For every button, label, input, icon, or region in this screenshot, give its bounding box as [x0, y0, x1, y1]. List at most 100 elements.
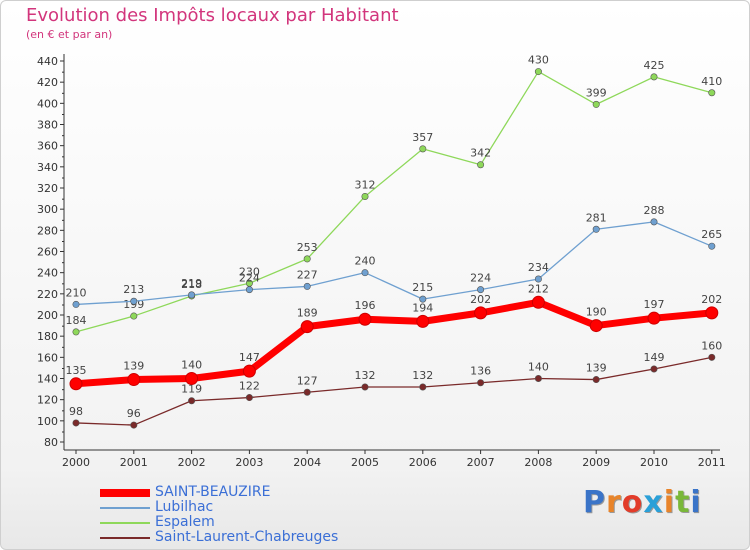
- data-point: [477, 161, 485, 169]
- data-point: [188, 291, 196, 299]
- data-point: [650, 218, 658, 226]
- data-label: 149: [644, 351, 665, 364]
- data-label: 147: [239, 351, 260, 364]
- y-tick-label: 400: [37, 97, 58, 110]
- y-tick-label: 160: [37, 351, 58, 364]
- data-label: 425: [644, 59, 665, 72]
- data-point: [303, 388, 311, 396]
- y-tick-label: 360: [37, 140, 58, 153]
- y-tick-label: 200: [37, 309, 58, 322]
- y-tick-label: 80: [44, 436, 58, 449]
- data-point: [188, 397, 196, 405]
- data-label: 122: [239, 380, 260, 393]
- data-point: [72, 328, 80, 336]
- series-line-saint-laurent-chabreuges: [75, 356, 713, 426]
- y-tick-label: 140: [37, 373, 58, 386]
- data-label: 96: [127, 407, 141, 420]
- x-tick-label: 2002: [178, 456, 206, 469]
- data-point: [185, 372, 199, 385]
- y-tick-label: 260: [37, 246, 58, 259]
- legend-swatch: [100, 489, 150, 497]
- data-label: 227: [297, 268, 318, 281]
- data-label: 410: [701, 75, 722, 88]
- data-point: [534, 374, 542, 382]
- data-point: [127, 373, 141, 387]
- data-label: 140: [528, 361, 549, 374]
- data-point: [477, 286, 485, 294]
- data-label: 139: [123, 360, 144, 373]
- x-tick-label: 2007: [467, 456, 495, 469]
- data-label: 430: [528, 54, 549, 67]
- data-label: 135: [66, 364, 87, 377]
- data-point: [592, 225, 600, 233]
- y-tick-label: 220: [37, 288, 58, 301]
- y-tick-label: 100: [37, 415, 58, 428]
- data-point: [69, 377, 83, 391]
- data-point: [130, 312, 138, 320]
- data-label: 190: [586, 306, 607, 319]
- data-point: [419, 383, 427, 391]
- data-label: 136: [470, 365, 491, 378]
- data-point: [361, 192, 369, 200]
- y-tick-label: 440: [37, 55, 58, 68]
- y-tick-label: 280: [37, 224, 58, 237]
- data-point: [705, 306, 719, 320]
- data-label: 230: [239, 265, 260, 278]
- data-label: 399: [586, 86, 607, 99]
- data-point: [416, 314, 430, 328]
- data-point: [300, 320, 314, 334]
- data-label: 288: [644, 204, 665, 217]
- series-line-saint-beauzire: [72, 298, 716, 388]
- data-point: [477, 379, 485, 387]
- data-point: [708, 89, 716, 97]
- data-label: 240: [355, 255, 376, 268]
- y-tick-label: 340: [37, 161, 58, 174]
- legend-swatch: [100, 507, 150, 509]
- data-point: [242, 364, 256, 378]
- data-point: [592, 376, 600, 384]
- data-point: [130, 421, 138, 429]
- x-tick-label: 2010: [640, 456, 668, 469]
- data-point: [708, 353, 716, 361]
- data-label: 184: [66, 314, 87, 327]
- x-tick-label: 2008: [524, 456, 552, 469]
- series-line-lubilhac: [75, 221, 713, 306]
- data-label: 265: [701, 228, 722, 241]
- data-label: 98: [69, 405, 83, 418]
- data-point: [361, 269, 369, 277]
- data-label: 119: [181, 383, 202, 396]
- data-point: [303, 255, 311, 263]
- data-label: 218: [181, 278, 202, 291]
- data-label: 132: [412, 369, 433, 382]
- data-label: 127: [297, 374, 318, 387]
- y-tick-label: 420: [37, 76, 58, 89]
- data-label: 212: [528, 282, 549, 295]
- data-label: 202: [701, 293, 722, 306]
- x-tick-label: 2006: [409, 456, 437, 469]
- x-tick-label: 2005: [351, 456, 379, 469]
- data-point: [650, 73, 658, 81]
- data-label: 194: [412, 301, 433, 314]
- data-label: 342: [470, 147, 491, 160]
- data-point: [361, 383, 369, 391]
- data-label: 210: [66, 286, 87, 299]
- data-point: [647, 311, 661, 325]
- x-tick-label: 2000: [62, 456, 90, 469]
- legend-label: Lubilhac: [155, 499, 214, 515]
- y-tick-label: 380: [37, 119, 58, 132]
- x-tick-label: 2009: [582, 456, 610, 469]
- data-point: [708, 242, 716, 250]
- data-label: 196: [355, 299, 376, 312]
- data-point: [592, 100, 600, 108]
- data-point: [303, 282, 311, 290]
- data-label: 215: [412, 281, 433, 294]
- data-point: [419, 145, 427, 153]
- x-tick-label: 2001: [120, 456, 148, 469]
- proxiti-logo: Proxiti: [583, 485, 702, 520]
- data-label: 234: [528, 261, 549, 274]
- y-tick-label: 320: [37, 182, 58, 195]
- x-tick-label: 2004: [293, 456, 321, 469]
- line-chart: 80 100 120 140 160 180 200 220 240 260 280 300 320 34…: [37, 54, 726, 469]
- data-label: 213: [123, 283, 144, 296]
